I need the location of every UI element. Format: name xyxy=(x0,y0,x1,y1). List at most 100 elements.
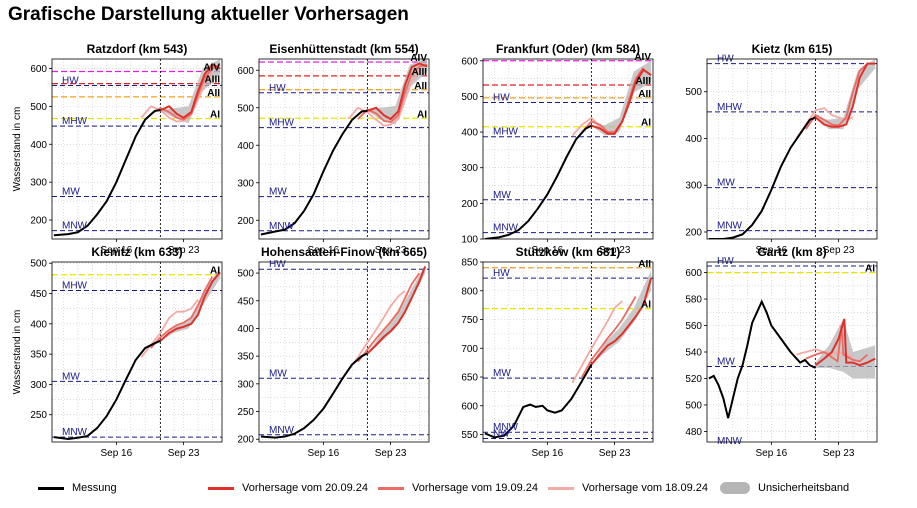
measurement-line xyxy=(53,109,161,237)
panel-3: Frankfurt (Oder) (km 584) MNW MW MHW HW AI AII… xyxy=(461,42,654,256)
legend-swatch-f18 xyxy=(548,486,574,490)
y-tick-label: 400 xyxy=(685,134,702,145)
y-tick-label: 500 xyxy=(30,259,47,270)
alarm-label-ai: AI xyxy=(641,300,651,311)
y-tick-label: 700 xyxy=(461,344,478,355)
plot-content xyxy=(707,262,877,442)
plot-area xyxy=(483,262,653,442)
y-axis-label: Wasserstand in cm xyxy=(12,310,23,395)
forecast-line-f18 xyxy=(347,290,406,371)
x-tick-label: Sep 16 xyxy=(531,448,563,459)
y-tick-label: 600 xyxy=(685,268,702,279)
page-title: Grafische Darstellung aktueller Vorhersa… xyxy=(8,4,409,25)
legend-label: Vorhersage vom 19.09.24 xyxy=(412,482,538,494)
legend-item-messung: Messung xyxy=(38,476,117,500)
measurement-line xyxy=(53,339,161,440)
y-tick-label: 450 xyxy=(237,296,254,307)
measurement-line xyxy=(260,109,368,236)
x-tick-label: Sep 16 xyxy=(531,245,563,256)
plot-frame xyxy=(51,58,223,240)
legend-item-f20: Vorhersage vom 20.09.24 xyxy=(208,476,368,500)
legend-label: Vorhersage vom 20.09.24 xyxy=(242,482,368,494)
y-tick-label: 300 xyxy=(30,178,47,189)
x-tick-label: Sep 23 xyxy=(168,245,200,256)
y-tick-label: 500 xyxy=(237,269,254,280)
y-tick-label: 200 xyxy=(30,216,47,227)
y-tick-label: 850 xyxy=(461,258,478,269)
level-label-hw: HW xyxy=(717,256,734,267)
y-tick-label: 520 xyxy=(685,374,702,385)
y-tick-label: 450 xyxy=(30,289,47,300)
panel-5: Kienitz (km 633) MNW MW MHW AI 250 300 350 400 45… xyxy=(12,245,223,459)
level-label-mnw: MNW xyxy=(493,422,519,433)
y-tick-label: 600 xyxy=(237,66,254,77)
y-tick-label: 250 xyxy=(237,407,254,418)
y-tick-label: 650 xyxy=(461,373,478,384)
forecast-line-f20 xyxy=(591,68,652,135)
panel-2: Eisenhüttenstadt (km 554) MNW MW MHW HW AI AII… xyxy=(237,42,430,256)
y-tick-label: 500 xyxy=(685,400,702,411)
plot-content xyxy=(259,59,429,239)
y-tick-label: 750 xyxy=(461,315,478,326)
plot-frame xyxy=(706,58,878,240)
legend-item-band: Unsicherheitsband xyxy=(720,476,849,500)
alarm-label-aii: AII xyxy=(638,259,651,270)
panel-title: Ratzdorf (km 543) xyxy=(87,42,188,56)
x-tick-label: Sep 23 xyxy=(823,245,855,256)
x-tick-label: Sep 23 xyxy=(168,448,200,459)
alarm-label-aiv: AIV xyxy=(203,63,220,74)
legend-label: Unsicherheitsband xyxy=(758,482,850,494)
level-label-hw: HW xyxy=(269,83,286,94)
x-tick-label: Sep 16 xyxy=(100,448,132,459)
forecast-line-f19 xyxy=(357,272,421,363)
plot-frame xyxy=(258,58,430,240)
legend-item-f19: Vorhersage vom 19.09.24 xyxy=(378,476,538,500)
x-tick-label: Sep 16 xyxy=(307,448,339,459)
level-label-mnw: MNW xyxy=(269,425,295,436)
y-tick-label: 550 xyxy=(461,430,478,441)
alarm-label-ai: AI xyxy=(210,109,220,120)
alarm-label-aiv: AIV xyxy=(634,52,651,63)
legend-swatch-band xyxy=(720,482,750,494)
plot-content xyxy=(483,262,653,442)
plot-frame xyxy=(482,261,654,443)
forecast-line-f18 xyxy=(571,300,623,384)
x-tick-label: Sep 23 xyxy=(375,245,407,256)
forecast-line-f19 xyxy=(805,63,869,130)
forecast-line-f20 xyxy=(159,271,221,342)
level-label-mw: MW xyxy=(269,187,287,198)
uncertainty-band xyxy=(367,59,428,125)
y-tick-label: 400 xyxy=(30,140,47,151)
level-label-hw: HW xyxy=(493,268,510,279)
level-label-mw: MW xyxy=(493,368,511,379)
x-tick-label: Sep 16 xyxy=(755,448,787,459)
panel-8: Gartz (km 8) MNW MW HW AI 480 500 520 540 560 580 6… xyxy=(685,245,878,459)
panel-title: Hohensaaten-Finow (km 665) xyxy=(261,245,427,259)
y-tick-label: 350 xyxy=(30,350,47,361)
y-tick-label: 200 xyxy=(685,227,702,238)
y-tick-label: 400 xyxy=(237,141,254,152)
forecast-line-f19 xyxy=(150,63,221,121)
plot-content xyxy=(707,59,877,239)
y-tick-label: 400 xyxy=(30,319,47,330)
plot-frame xyxy=(482,58,654,240)
x-tick-label: Sep 23 xyxy=(599,245,631,256)
forecast-line-f20 xyxy=(814,62,876,128)
forecast-line-f20 xyxy=(160,63,221,119)
y-tick-label: 600 xyxy=(461,56,478,67)
measurement-line xyxy=(484,124,592,239)
y-tick-label: 500 xyxy=(685,87,702,98)
forecast-line-f20 xyxy=(367,62,428,121)
level-label-mhw: MHW xyxy=(269,118,295,129)
level-label-hw: HW xyxy=(62,76,79,87)
legend-label: Messung xyxy=(72,482,117,494)
level-label-mw: MW xyxy=(717,357,735,368)
alarm-label-aiii: AIII xyxy=(635,76,651,87)
legend-swatch-messung xyxy=(38,486,64,490)
alarm-label-aiii: AIII xyxy=(411,67,427,78)
measurement-line xyxy=(708,116,816,239)
plot-area xyxy=(707,59,877,239)
y-tick-label: 100 xyxy=(461,235,478,246)
x-tick-label: Sep 23 xyxy=(375,448,407,459)
